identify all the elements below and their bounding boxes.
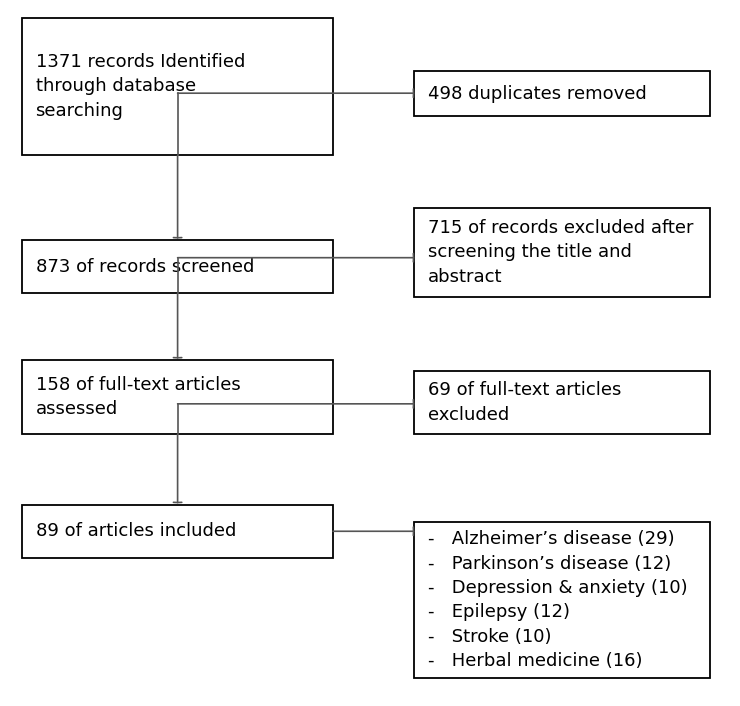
Text: 89 of articles included: 89 of articles included xyxy=(36,522,236,540)
FancyBboxPatch shape xyxy=(414,522,710,678)
Text: 69 of full-text articles
excluded: 69 of full-text articles excluded xyxy=(428,381,621,424)
FancyBboxPatch shape xyxy=(22,505,333,558)
FancyBboxPatch shape xyxy=(22,240,333,293)
FancyBboxPatch shape xyxy=(22,18,333,155)
Text: 158 of full-text articles
assessed: 158 of full-text articles assessed xyxy=(36,376,241,418)
FancyBboxPatch shape xyxy=(22,360,333,434)
FancyBboxPatch shape xyxy=(414,208,710,297)
Text: 1371 records Identified
through database
searching: 1371 records Identified through database… xyxy=(36,53,245,120)
FancyBboxPatch shape xyxy=(414,371,710,434)
FancyBboxPatch shape xyxy=(414,71,710,116)
Text: -   Alzheimer’s disease (29)
-   Parkinson’s disease (12)
-   Depression & anxie: - Alzheimer’s disease (29) - Parkinson’s… xyxy=(428,530,687,670)
Text: 873 of records screened: 873 of records screened xyxy=(36,258,254,275)
Text: 715 of records excluded after
screening the title and
abstract: 715 of records excluded after screening … xyxy=(428,219,693,286)
Text: 498 duplicates removed: 498 duplicates removed xyxy=(428,85,647,102)
